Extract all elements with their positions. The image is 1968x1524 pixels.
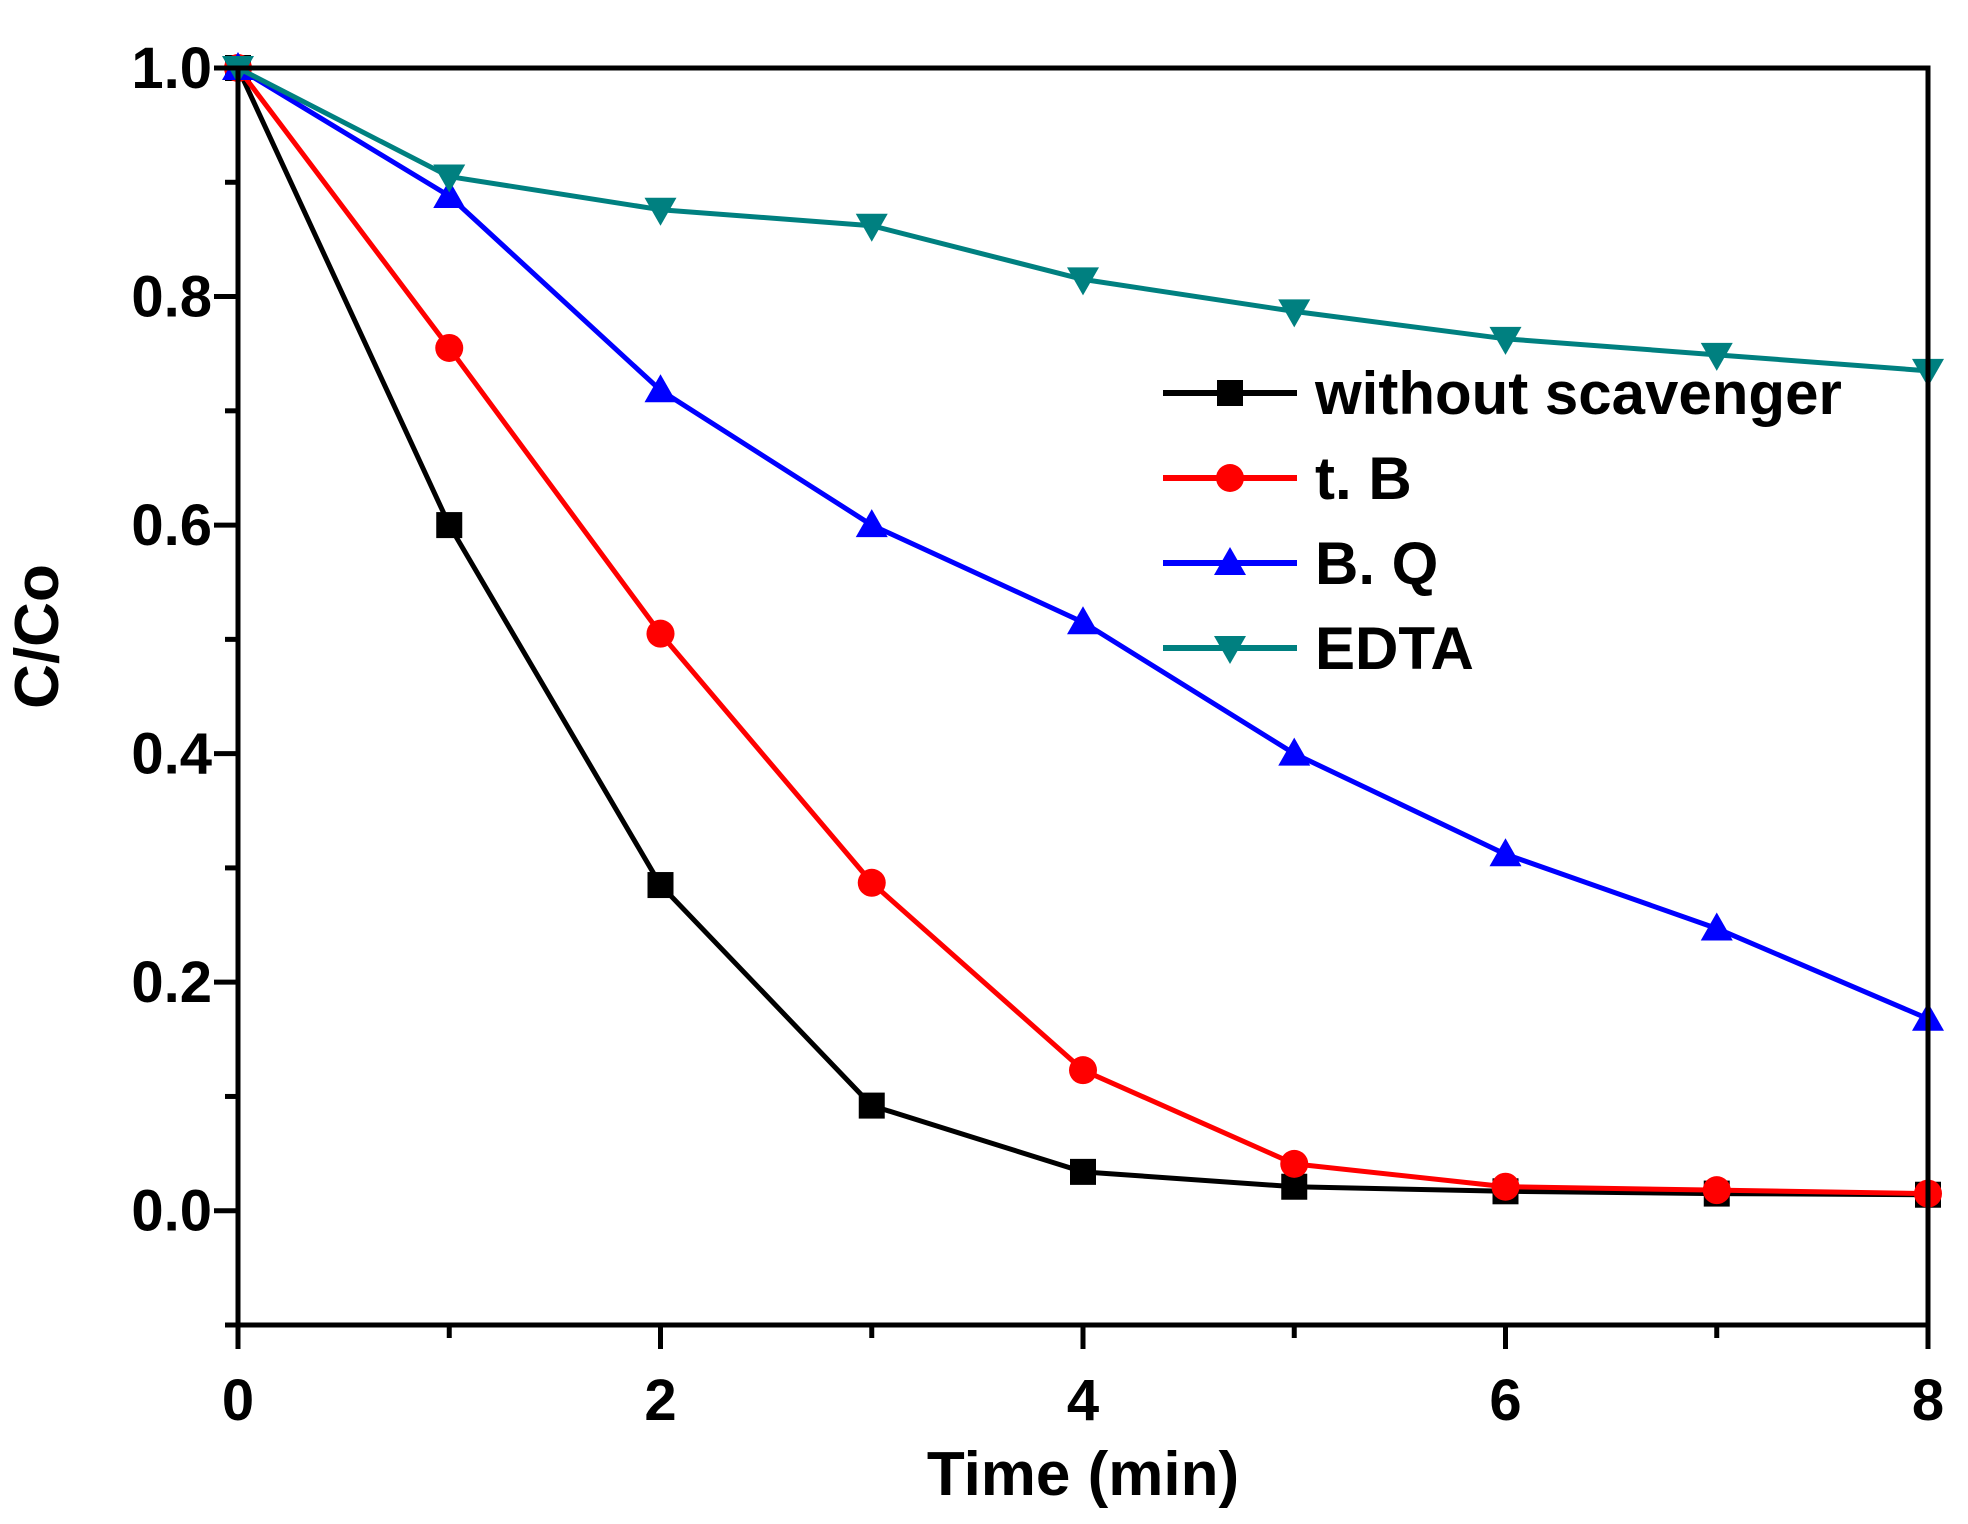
y-tick-label: 1.0 bbox=[131, 36, 212, 101]
data-point-edta bbox=[433, 164, 466, 193]
data-point-without-scavenger bbox=[647, 872, 674, 899]
legend-label-edta: EDTA bbox=[1315, 615, 1474, 682]
x-tick-label: 8 bbox=[1912, 1368, 1944, 1433]
y-tick-label: 0.6 bbox=[131, 493, 212, 558]
data-point-t-b bbox=[435, 333, 464, 362]
axes: 0 2 4 6 8 0.0 0.2 0.4 0.6 0.8 1.0 Time (min) C/Co bbox=[3, 36, 1944, 1509]
legend-item-t-b: t. B bbox=[1163, 445, 1412, 512]
legend-label-without-scavenger: without scavenger bbox=[1314, 360, 1842, 427]
data-point-t-b bbox=[1280, 1149, 1309, 1178]
data-point-edta bbox=[644, 197, 677, 226]
plot-frame bbox=[235, 65, 1931, 1328]
data-point-b-q bbox=[1700, 912, 1733, 941]
data-point-edta bbox=[1278, 299, 1311, 328]
x-tick-label: 0 bbox=[222, 1368, 254, 1433]
data-point-b-q bbox=[1489, 838, 1522, 867]
data-point-without-scavenger bbox=[1070, 1158, 1096, 1185]
data-point-b-q bbox=[855, 509, 888, 538]
legend-marker-without-scavenger bbox=[1217, 380, 1243, 406]
series-edta bbox=[222, 56, 1944, 387]
data-point-t-b bbox=[857, 868, 886, 897]
x-tick-label: 2 bbox=[644, 1368, 676, 1433]
legend-marker-edta bbox=[1214, 636, 1246, 664]
legend-marker-b-q bbox=[1214, 547, 1246, 575]
y-axis-title: C/Co bbox=[3, 564, 72, 709]
legend-label-b-q: B. Q bbox=[1315, 530, 1438, 597]
data-point-edta bbox=[1700, 342, 1733, 371]
data-point-b-q bbox=[433, 179, 466, 208]
data-point-without-scavenger bbox=[436, 512, 463, 539]
legend-label-t-b: t. B bbox=[1315, 445, 1412, 512]
series-layer bbox=[222, 52, 1944, 1208]
legend-item-b-q: B. Q bbox=[1163, 530, 1438, 597]
data-point-edta bbox=[855, 213, 888, 242]
data-point-edta bbox=[1489, 326, 1522, 355]
x-axis-title: Time (min) bbox=[927, 1440, 1239, 1509]
data-point-t-b bbox=[1069, 1056, 1097, 1085]
y-tick-label: 0.2 bbox=[131, 950, 212, 1015]
data-point-t-b bbox=[1702, 1176, 1731, 1205]
legend-item-without-scavenger: without scavenger bbox=[1163, 360, 1842, 427]
data-point-t-b bbox=[646, 619, 675, 648]
series-b-q bbox=[222, 52, 1944, 1031]
data-point-b-q bbox=[1278, 737, 1311, 766]
data-point-b-q bbox=[644, 374, 677, 403]
legend-item-edta: EDTA bbox=[1163, 615, 1474, 682]
data-point-without-scavenger bbox=[858, 1092, 885, 1119]
x-tick-label: 4 bbox=[1067, 1368, 1099, 1433]
data-point-edta bbox=[1067, 267, 1099, 296]
data-point-t-b bbox=[1491, 1172, 1520, 1201]
legend-marker-t-b bbox=[1216, 464, 1244, 492]
series-line-edta bbox=[236, 65, 1929, 374]
y-tick-label: 0.8 bbox=[131, 265, 212, 330]
legend: without scavenger t. B B. Q EDTA bbox=[1163, 360, 1842, 682]
data-point-without-scavenger bbox=[1281, 1173, 1308, 1200]
x-tick-label: 6 bbox=[1489, 1368, 1521, 1433]
data-point-b-q bbox=[1067, 606, 1099, 635]
y-tick-label: 0.4 bbox=[131, 722, 212, 787]
y-tick-label: 0.0 bbox=[131, 1179, 212, 1244]
series-line-b-q bbox=[236, 65, 1929, 1022]
